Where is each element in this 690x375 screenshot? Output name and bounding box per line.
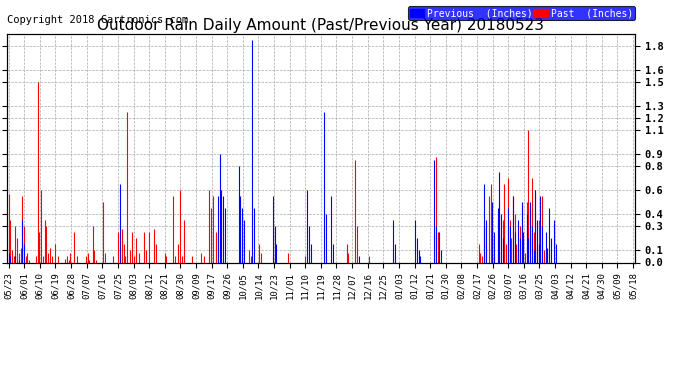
Text: Copyright 2018 Cartronics.com: Copyright 2018 Cartronics.com (7, 15, 188, 25)
Legend: Previous  (Inches), Past  (Inches): Previous (Inches), Past (Inches) (408, 6, 635, 20)
Title: Outdoor Rain Daily Amount (Past/Previous Year) 20180523: Outdoor Rain Daily Amount (Past/Previous… (97, 18, 544, 33)
